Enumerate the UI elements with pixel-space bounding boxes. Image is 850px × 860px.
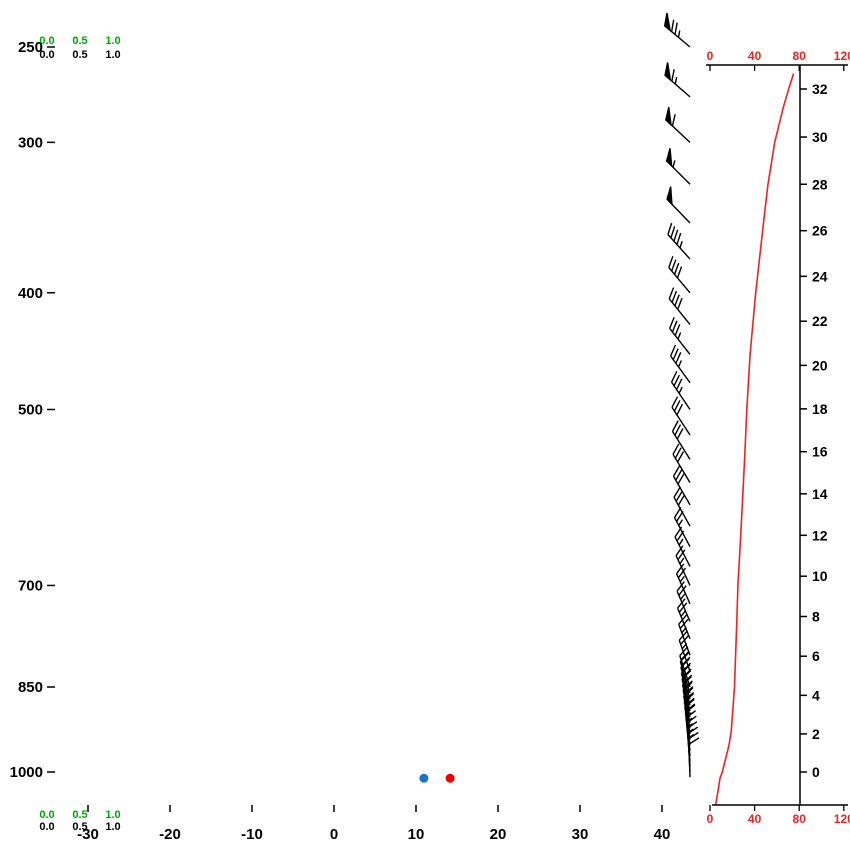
svg-text:40: 40 [748, 49, 762, 63]
svg-text:14: 14 [812, 486, 828, 502]
svg-text:700: 700 [18, 577, 43, 594]
wind-barb [675, 545, 691, 586]
wind-barb [668, 287, 691, 325]
wind-barb [671, 396, 691, 436]
svg-text:4: 4 [812, 687, 820, 703]
svg-text:-30: -30 [77, 826, 99, 843]
wind-barb [673, 486, 691, 527]
svg-text:850: 850 [18, 679, 43, 696]
svg-text:28: 28 [812, 176, 828, 192]
wind-barb [669, 317, 691, 355]
svg-text:18: 18 [812, 401, 828, 417]
wind-barb [676, 598, 691, 639]
wind-barb [672, 465, 691, 506]
svg-text:0: 0 [330, 826, 338, 843]
wind-barb [664, 62, 691, 98]
svg-text:20: 20 [490, 826, 507, 843]
svg-text:8: 8 [812, 608, 820, 624]
svg-text:400: 400 [18, 285, 43, 302]
svg-text:0: 0 [707, 812, 714, 826]
wind-barb [672, 443, 691, 483]
svg-text:250: 250 [18, 39, 43, 56]
svg-text:80: 80 [793, 812, 807, 826]
svg-text:12: 12 [812, 527, 828, 543]
svg-text:0: 0 [707, 49, 714, 63]
svg-text:30: 30 [572, 826, 589, 843]
wind-barb [665, 107, 691, 143]
wind-barb [667, 222, 691, 260]
svg-text:0.5: 0.5 [72, 49, 87, 61]
wind-barb [668, 256, 691, 294]
svg-text:0.0: 0.0 [39, 49, 54, 61]
wind-barb [676, 581, 691, 622]
svg-text:500: 500 [18, 402, 43, 419]
surface-dewpoint-dot [419, 773, 429, 783]
svg-text:1000: 1000 [10, 764, 43, 781]
svg-text:0.0: 0.0 [39, 809, 54, 821]
wind-barb [663, 12, 691, 48]
pressure-axis: 250 300 400 500 700 850 1000 [10, 39, 55, 781]
surface-temperature-dot [445, 773, 455, 783]
wind-barb [670, 371, 691, 410]
wind-barb [673, 507, 691, 548]
wind-barb [666, 186, 691, 224]
svg-text:22: 22 [812, 313, 828, 329]
svg-text:-10: -10 [241, 826, 263, 843]
svg-text:32: 32 [812, 81, 828, 97]
svg-text:0.0: 0.0 [39, 35, 54, 47]
svg-text:2: 2 [812, 726, 820, 742]
svg-text:0.0: 0.0 [39, 821, 54, 833]
wind-barb [675, 563, 691, 605]
wind-barbs [663, 12, 700, 778]
wind-barb [671, 420, 691, 460]
svg-text:300: 300 [18, 134, 43, 151]
svg-text:6: 6 [812, 648, 820, 664]
svg-text:120: 120 [834, 812, 850, 826]
wind-speed-curve [714, 73, 795, 806]
wind-barb [665, 148, 691, 185]
svg-text:16: 16 [812, 444, 828, 460]
svg-text:0: 0 [812, 764, 820, 780]
svg-text:10: 10 [812, 568, 828, 584]
svg-text:0.5: 0.5 [72, 809, 87, 821]
svg-text:20: 20 [812, 357, 828, 373]
svg-text:24: 24 [812, 268, 828, 284]
svg-text:120: 120 [834, 49, 850, 63]
cloud-scale-ticks: 0.00.00.00.00.50.50.50.51.01.01.01.0 [39, 35, 120, 833]
temperature-axis: -30 -20 -10 0 10 20 30 40 [77, 805, 670, 843]
wind-barb [669, 344, 691, 384]
speed-axis: 0040408080120120 [706, 49, 850, 826]
svg-text:1.0: 1.0 [105, 35, 120, 47]
svg-text:30: 30 [812, 129, 828, 145]
svg-text:10: 10 [408, 826, 425, 843]
svg-text:1.0: 1.0 [105, 49, 120, 61]
svg-text:40: 40 [654, 826, 671, 843]
svg-text:1.0: 1.0 [105, 821, 120, 833]
svg-text:0.5: 0.5 [72, 35, 87, 47]
svg-text:40: 40 [748, 812, 762, 826]
svg-text:80: 80 [793, 49, 807, 63]
svg-text:-20: -20 [159, 826, 181, 843]
svg-text:1.0: 1.0 [105, 809, 120, 821]
svg-text:0.5: 0.5 [72, 821, 87, 833]
svg-text:26: 26 [812, 223, 828, 239]
